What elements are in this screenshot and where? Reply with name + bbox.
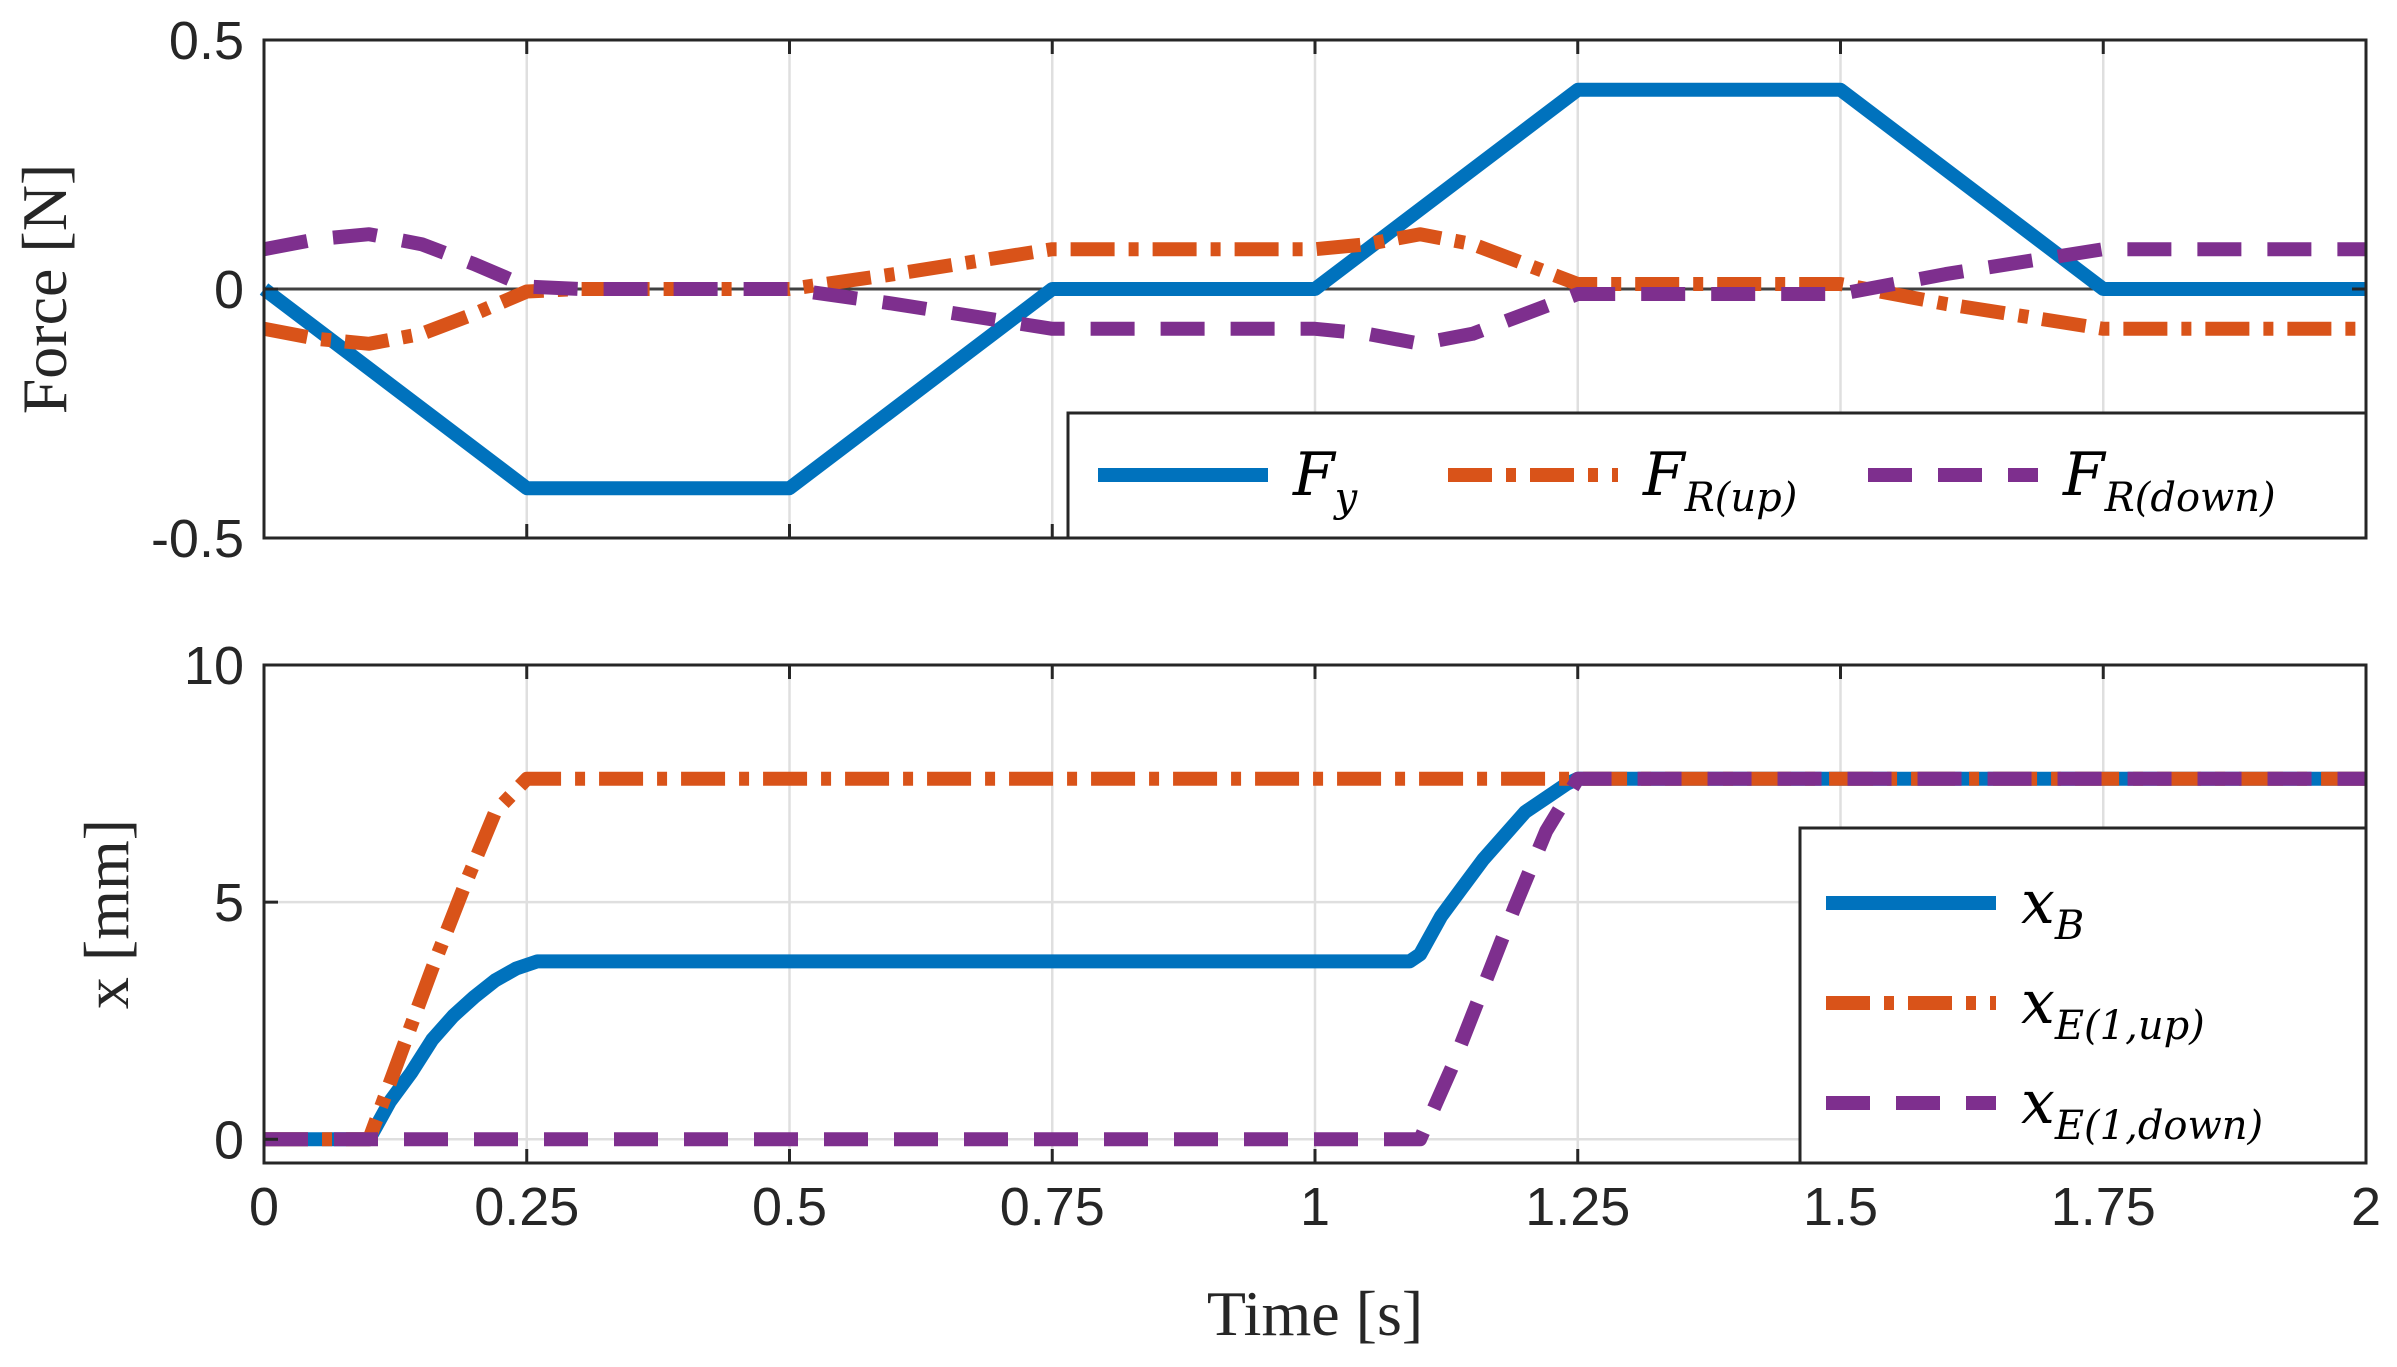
force-series-group: [259, 82, 2366, 496]
legend-label: xB: [2021, 868, 2084, 949]
x-tick-label: 1.25: [1525, 1177, 1630, 1237]
x-tick-label: 0.5: [752, 1177, 827, 1237]
legend-label-subscript: R(down): [2104, 475, 2276, 521]
legend-label-main: x: [2021, 1068, 2055, 1138]
force-ticks: 0.5 0 -0.5: [151, 11, 2368, 569]
displacement-series-group: [264, 771, 2366, 1147]
x-tick-label: 0: [249, 1177, 279, 1237]
legend-label-subscript: B: [2054, 903, 2084, 949]
y-tick-label: 10: [184, 636, 244, 696]
force-panel: 0.50-0.5 Force [N] Fy FR(up) FR(down): [9, 11, 2368, 569]
legend-box: [1066, 411, 2368, 540]
series-line-f-r-up: [262, 227, 2366, 351]
x-tick-label: 0.25: [474, 1177, 579, 1237]
x-tick-label: 2: [2351, 1177, 2381, 1237]
legend-label-main: F: [1642, 440, 1687, 510]
y-tick-label: 5: [214, 873, 244, 933]
displacement-panel: 0 0.25 0.5 0.75 1 1.25 1.5 1.75 2 10 5 0 x [mm] Tim…: [71, 636, 2381, 1349]
legend-label: Fy: [1292, 440, 1359, 521]
legend-box: [1798, 826, 2368, 1165]
x-tick-label: 0.75: [1000, 1177, 1105, 1237]
legend-label-main: F: [1292, 440, 1337, 510]
x-tick-label: 1.75: [2051, 1177, 2156, 1237]
series-line-f-r-down: [262, 227, 2366, 351]
legend-label-subscript: E(1,up): [2054, 1003, 2205, 1049]
series-line-x-e-1-up: [264, 771, 2366, 1147]
x-tick-label: 1.5: [1803, 1177, 1878, 1237]
y-tick-label: 0: [214, 260, 244, 320]
y-tick-label: 0.5: [169, 11, 244, 71]
displacement-y-axis-label: x [mm]: [71, 819, 142, 1009]
y-tick-label: 0: [214, 1110, 244, 1170]
legend-label-main: x: [2021, 968, 2055, 1038]
force-y-axis-label: Force [N]: [9, 164, 80, 415]
displacement-ticks: 0 0.25 0.5 0.75 1 1.25 1.5 1.75 2 10 5 0: [184, 636, 2381, 1237]
legend-label-main: F: [2062, 440, 2107, 510]
series-line-f-y: [259, 82, 2366, 496]
force-legend: Fy FR(up) FR(down): [1066, 411, 2368, 540]
legend-label-main: x: [2021, 868, 2055, 938]
legend-label: xE(1,down): [2021, 1068, 2263, 1149]
legend-label-subscript: R(up): [1684, 475, 1798, 521]
series-line-x-b: [264, 771, 2366, 1147]
y-tick-label: -0.5: [151, 509, 244, 569]
legend-label: FR(down): [2062, 440, 2276, 521]
legend-label-subscript: E(1,down): [2054, 1103, 2263, 1149]
time-x-axis-label: Time [s]: [1207, 1278, 1423, 1349]
legend-label-subscript: y: [1333, 475, 1359, 521]
x-tick-label: 1: [1300, 1177, 1330, 1237]
legend-label: xE(1,up): [2021, 968, 2205, 1049]
legend-label: FR(up): [1642, 440, 1797, 521]
series-line-x-e-1-down: [264, 771, 2366, 1147]
